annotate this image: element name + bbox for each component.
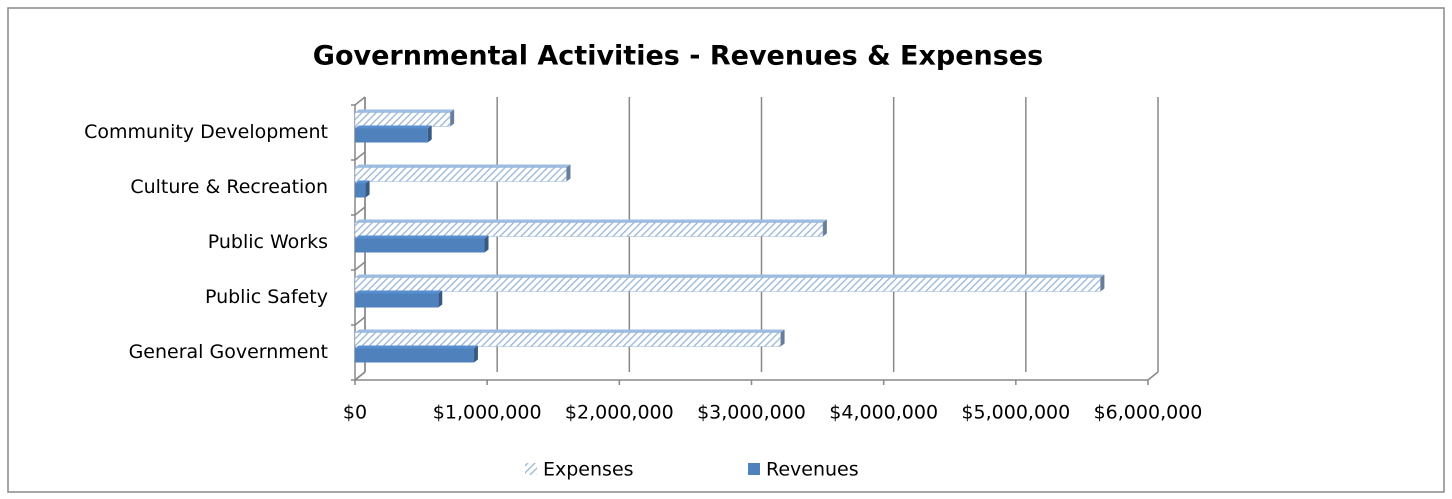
bar-side [427, 125, 432, 143]
bar-side [473, 345, 478, 363]
bar-top [355, 290, 443, 294]
bar [355, 348, 474, 363]
y-tick [354, 316, 366, 326]
bar [355, 128, 428, 143]
bar-side [566, 164, 571, 182]
y-tick [354, 261, 366, 271]
x-tick-label: $0 [343, 402, 367, 424]
legend-swatch [525, 463, 537, 475]
x-tick-label: $6,000,000 [1094, 402, 1203, 424]
bar [354, 332, 781, 347]
bar [354, 277, 1101, 292]
bar-side [1100, 274, 1105, 292]
bar-top [355, 109, 455, 113]
legend-swatch [748, 463, 760, 475]
bar [355, 238, 485, 253]
y-tick [354, 96, 366, 106]
y-tick-label: Public Works [208, 231, 328, 253]
chart-border [7, 7, 1445, 493]
x-tick-label: $1,000,000 [433, 402, 542, 424]
y-tick-label: General Government [129, 341, 328, 363]
bar [355, 293, 439, 308]
bar-top [355, 219, 827, 223]
bar [354, 222, 824, 237]
y-tick-label: Public Safety [205, 286, 328, 308]
x-tick-label: $5,000,000 [961, 402, 1070, 424]
legend-label: Revenues [766, 459, 859, 481]
bar-top [355, 164, 571, 168]
bar-side [365, 180, 370, 198]
chart-title: Governmental Activities - Revenues & Exp… [313, 41, 1043, 72]
bar [355, 183, 366, 198]
x-tick-label: $2,000,000 [565, 402, 674, 424]
bar-top [355, 329, 785, 333]
bar-side [822, 219, 827, 237]
y-tick [354, 206, 366, 216]
bar-top [355, 274, 1105, 278]
bar [354, 112, 451, 127]
bar-side [438, 290, 443, 308]
x-tick-label: $4,000,000 [829, 402, 938, 424]
y-tick [354, 151, 366, 161]
legend-label: Expenses [543, 459, 634, 481]
floor-edge [1147, 371, 1159, 381]
y-tick [354, 371, 366, 381]
bar-top [355, 235, 489, 239]
bar-side [780, 329, 785, 347]
bar-top [355, 125, 432, 129]
y-tick-label: Culture & Recreation [130, 176, 328, 198]
bar-top [355, 180, 370, 184]
bar-side [450, 109, 455, 127]
x-tick-label: $3,000,000 [697, 402, 806, 424]
bar [354, 167, 567, 182]
bar-top [355, 345, 478, 349]
bar-side [484, 235, 489, 253]
y-tick-label: Community Development [84, 121, 328, 143]
